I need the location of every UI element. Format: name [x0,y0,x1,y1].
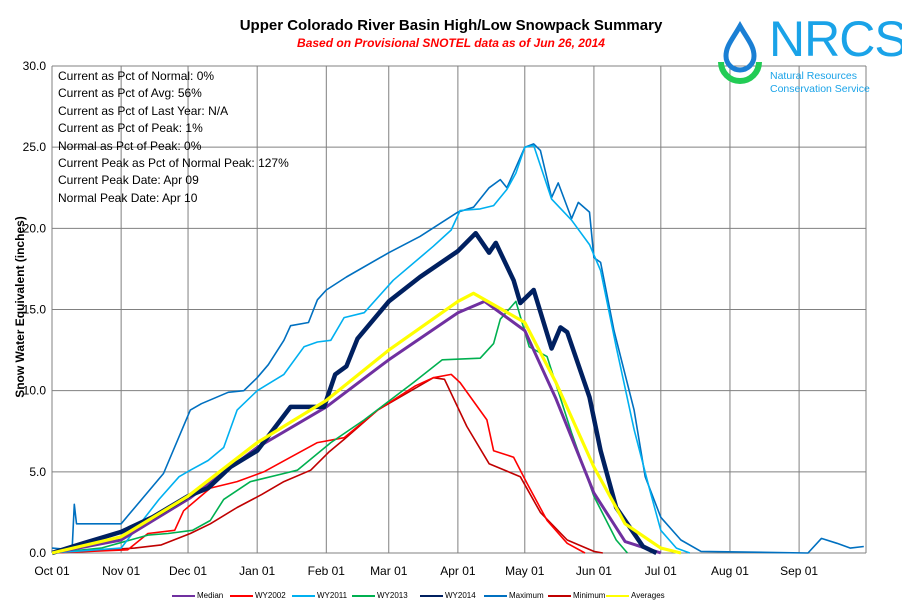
logo-line-1: Natural Resources [770,70,857,82]
legend-label: Maximum [509,591,544,600]
legend-swatch [172,594,195,597]
logo-subtitle: Natural Resources Conservation Service [770,70,870,96]
legend-item-wy2002: WY2002 [230,591,286,600]
legend-label: Minimum [573,591,606,600]
stat-line: Normal as Pct of Peak: 0% [58,138,202,153]
legend-item-median: Median [172,591,223,600]
stat-line: Current as Pct of Last Year: N/A [58,103,229,118]
stat-line: Current as Pct of Peak: 1% [58,121,203,136]
legend-swatch [352,594,375,597]
series-line-maximum [51,143,864,554]
x-tick-label: Feb 01 [308,564,346,578]
water-drop-icon [718,20,762,84]
legend-item-maximum: Maximum [484,591,544,600]
legend-label: WY2014 [445,591,476,600]
x-tick-label: Jul 01 [645,564,677,578]
x-tick-label: Mar 01 [370,564,408,578]
y-tick-label: 20.0 [23,221,47,235]
x-tick-label: Dec 01 [169,564,207,578]
x-tick-label: Oct 01 [34,564,70,578]
x-tick-label: May 01 [505,564,545,578]
logo-line-2: Conservation Service [770,83,870,95]
stat-line: Current Peak Date: Apr 09 [58,173,199,188]
legend-swatch [230,594,253,597]
series-line-averages [51,291,682,555]
x-tick-label: Aug 01 [711,564,749,578]
logo-acronym: NRCS [769,11,902,67]
x-tick-label: Sep 01 [780,564,818,578]
legend-label: WY2002 [255,591,286,600]
x-tick-label: Apr 01 [440,564,476,578]
legend-swatch [484,594,507,597]
legend-item-wy2011: WY2011 [292,591,347,600]
series-line-median [51,299,662,555]
legend: Median WY2002 WY2011 WY2013 WY2014 Maximum Min… [0,591,902,605]
series-line-wy2014 [51,230,658,556]
chart-subtitle: Based on Provisional SNOTEL data as of J… [297,36,605,50]
legend-item-minimum: Minimum [548,591,605,600]
legend-swatch [292,594,315,597]
series-line-wy2013 [51,300,629,554]
stat-line: Normal Peak Date: Apr 10 [58,190,198,205]
legend-item-wy2014: WY2014 [420,591,476,600]
legend-swatch [606,594,629,597]
stats-box: Current as Pct of Normal: 0% Current as … [58,68,289,207]
legend-label: WY2013 [377,591,408,600]
legend-swatch [548,594,571,597]
x-tick-label: Nov 01 [102,564,140,578]
y-tick-label: 10.0 [23,384,47,398]
y-tick-label: 30.0 [23,59,47,73]
stat-line: Current as Pct of Normal: 0% [58,69,215,83]
y-tick-label: 0.0 [29,546,46,560]
legend-item-averages: Averages [606,591,665,600]
y-tick-label: 15.0 [23,303,47,317]
x-tick-label: Jan 01 [239,564,275,578]
legend-label: Median [197,591,224,600]
legend-label: WY2011 [317,591,348,600]
stat-line: Current as Pct of Avg: 56% [58,86,202,101]
stat-line: Current Peak as Pct of Normal Peak: 127% [58,156,289,171]
x-tick-label: Jun 01 [576,564,612,578]
legend-item-wy2013: WY2013 [352,591,408,600]
y-axis-label: Snow Water Equivalent (inches) [13,216,27,398]
legend-label: Averages [631,591,665,600]
series-line-minimum [51,376,603,554]
chart-title: Upper Colorado River Basin High/Low Snow… [239,17,663,34]
legend-swatch [420,594,443,597]
series-line-wy2011 [51,144,691,554]
y-tick-label: 25.0 [23,140,47,154]
y-tick-label: 5.0 [29,465,46,479]
